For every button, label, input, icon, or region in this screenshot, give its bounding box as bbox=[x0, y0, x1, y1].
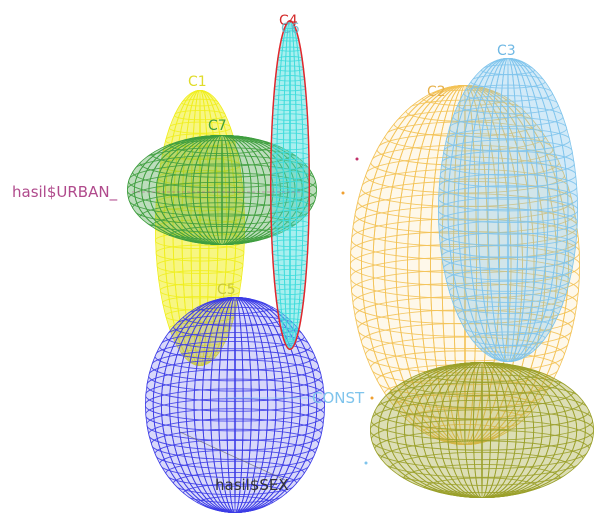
cluster-c3-ellipsoid bbox=[438, 58, 578, 362]
sex-axis-line bbox=[179, 431, 286, 481]
cluster-label-c5: C5 bbox=[217, 282, 236, 298]
cluster-label-c2: C2 bbox=[427, 84, 446, 100]
cluster-c5-ellipsoid bbox=[145, 297, 325, 513]
data-point bbox=[355, 157, 359, 161]
cluster-label-c6: C6 bbox=[281, 21, 300, 37]
data-point bbox=[370, 396, 374, 400]
cluster-label-c7: C7 bbox=[208, 118, 227, 134]
axis-label-sex: hasil$SEX bbox=[215, 476, 289, 494]
cluster-label-c3: C3 bbox=[497, 43, 516, 59]
cluster-c4-ellipsoid bbox=[270, 20, 310, 350]
cluster-label-c1: C1 bbox=[188, 74, 207, 90]
data-point bbox=[341, 191, 345, 195]
cluster-label-c4: C4 bbox=[279, 13, 298, 29]
cluster-c6-ellipsoid bbox=[370, 362, 594, 498]
data-point bbox=[364, 461, 368, 465]
axis-label-const: CONST bbox=[312, 389, 365, 407]
axis-label-urban: hasil$URBAN_ bbox=[12, 183, 118, 202]
